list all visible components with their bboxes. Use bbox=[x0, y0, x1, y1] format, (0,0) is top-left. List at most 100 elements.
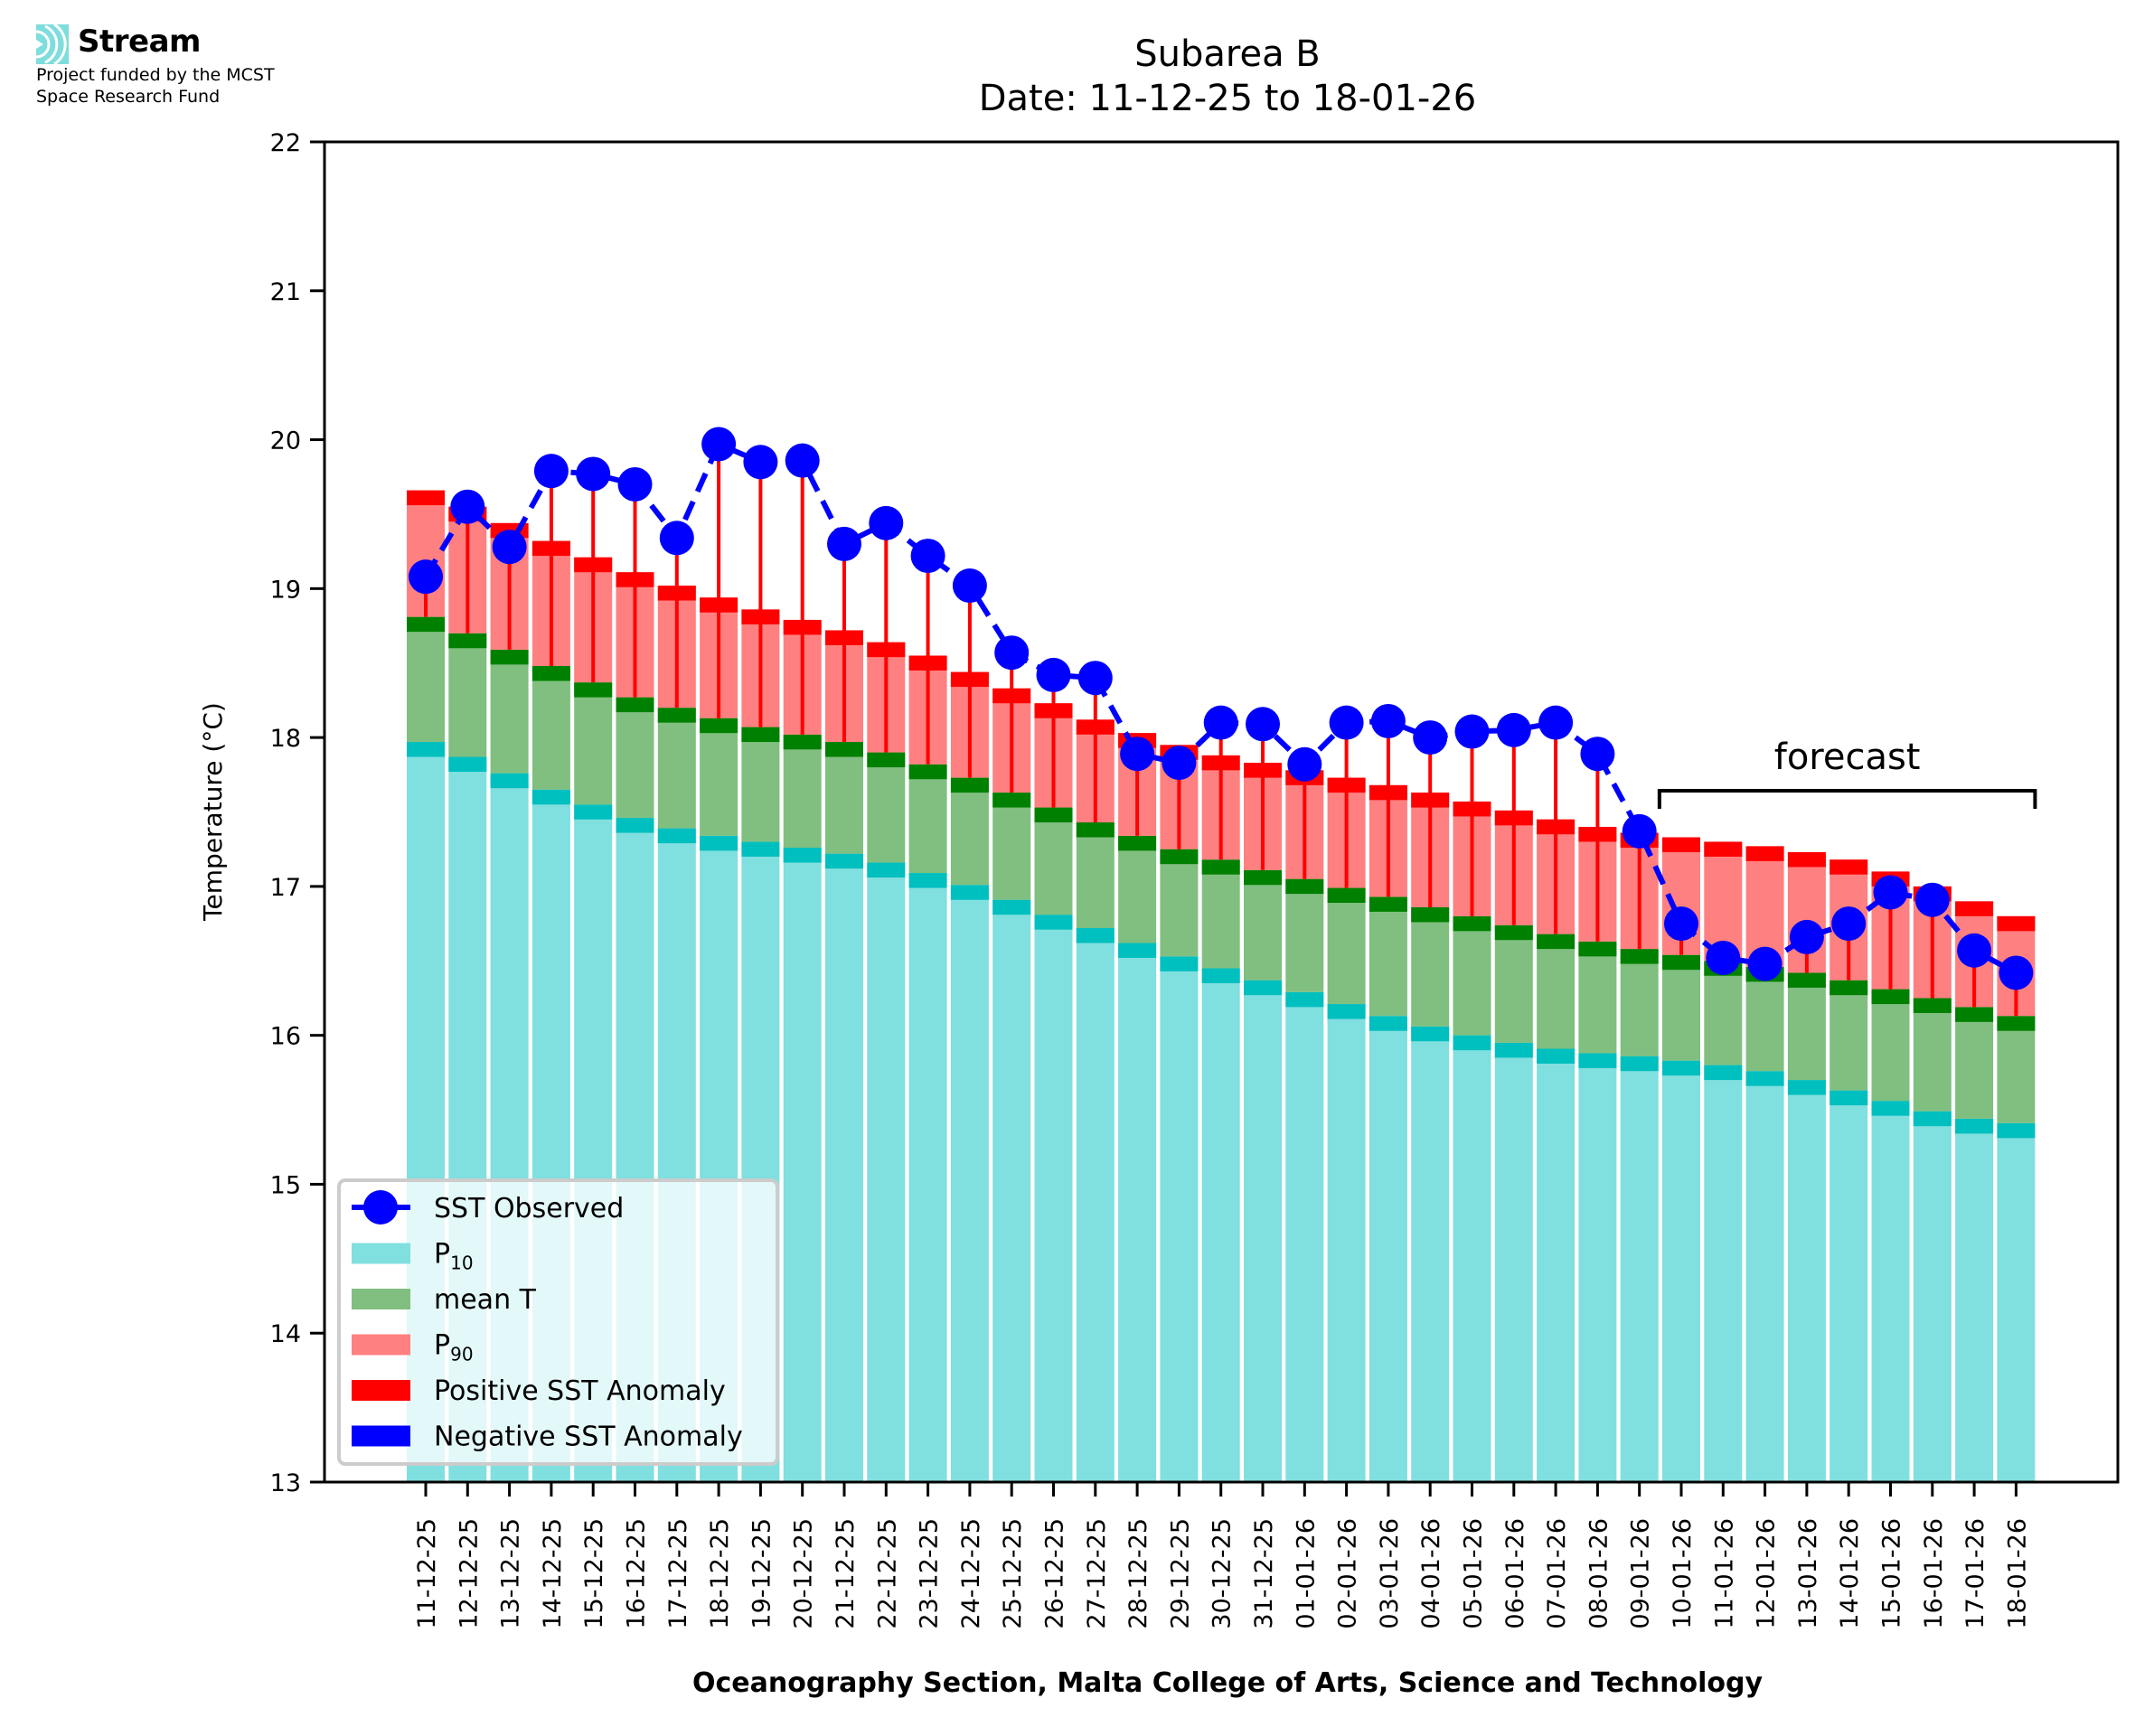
x-tick-label: 08-01-26 bbox=[1585, 1518, 1613, 1629]
p10-bar bbox=[1913, 1111, 1952, 1482]
sst-observed-point bbox=[1706, 940, 1741, 975]
mean-bar bbox=[1369, 896, 1407, 1017]
sst-observed-point bbox=[827, 526, 861, 561]
mean-top-band bbox=[1537, 934, 1576, 950]
sst-observed-point bbox=[1413, 720, 1448, 755]
mean-bar bbox=[1076, 822, 1115, 929]
p10-bar bbox=[1201, 968, 1240, 1482]
mean-top-band bbox=[908, 764, 947, 780]
sst-observed-point bbox=[1287, 746, 1322, 782]
p10-bar bbox=[1829, 1090, 1868, 1482]
sst-observed-point bbox=[785, 443, 820, 478]
y-tick-label: 19 bbox=[270, 576, 301, 604]
p10-bar bbox=[1327, 1004, 1366, 1482]
mean-top-band bbox=[1787, 972, 1826, 988]
p10-bar bbox=[1034, 915, 1073, 1482]
p10-top-band bbox=[867, 862, 906, 878]
p10-bar bbox=[1704, 1065, 1743, 1482]
bars-layer bbox=[407, 490, 2036, 1482]
legend-label: mean T bbox=[434, 1284, 537, 1316]
p10-bar bbox=[1787, 1080, 1826, 1482]
sst-observed-point bbox=[1580, 737, 1615, 772]
y-tick-label: 13 bbox=[270, 1469, 301, 1497]
sst-observed-point bbox=[743, 445, 778, 480]
mean-top-band bbox=[531, 666, 570, 681]
sst-observed-point bbox=[910, 539, 945, 574]
x-tick-label: 15-01-26 bbox=[1878, 1518, 1906, 1629]
x-tick-label: 27-12-25 bbox=[1083, 1518, 1111, 1629]
p10-bar bbox=[1369, 1016, 1407, 1482]
x-tick-label: 26-12-25 bbox=[1041, 1518, 1069, 1629]
p10-top-band bbox=[1453, 1035, 1491, 1051]
x-tick-label: 20-12-25 bbox=[790, 1518, 818, 1629]
forecast-annotation: forecast bbox=[1657, 737, 2037, 809]
mean-bar bbox=[1285, 878, 1324, 992]
p90-top-band bbox=[407, 490, 445, 506]
p10-top-band bbox=[407, 742, 445, 757]
sst-observed-point bbox=[1370, 703, 1406, 738]
x-tick-label: 14-12-25 bbox=[539, 1518, 567, 1629]
sst-observed-point bbox=[1999, 955, 2034, 990]
y-tick-label: 16 bbox=[270, 1023, 301, 1051]
p10-bar bbox=[1494, 1042, 1533, 1482]
sst-observed-point bbox=[952, 568, 987, 604]
x-tick-label: 18-01-26 bbox=[2003, 1518, 2031, 1629]
mean-top-band bbox=[1871, 989, 1910, 1005]
mean-top-band bbox=[950, 777, 989, 793]
p90-top-band bbox=[1662, 837, 1700, 852]
x-tick-label: 09-01-26 bbox=[1627, 1518, 1655, 1629]
p10-top-band bbox=[1369, 1016, 1407, 1031]
brand-name: Stream bbox=[78, 23, 201, 60]
x-axis-label: Oceanography Section, Malta College of A… bbox=[692, 1667, 1764, 1699]
x-tick-label: 22-12-25 bbox=[873, 1518, 901, 1629]
mean-bar bbox=[700, 718, 738, 836]
sst-observed-point bbox=[1036, 657, 1071, 692]
mean-top-band bbox=[1034, 807, 1073, 823]
x-tick-label: 17-01-26 bbox=[1961, 1518, 1989, 1629]
p10-top-band bbox=[1871, 1101, 1910, 1116]
sst-observed-point bbox=[1077, 661, 1113, 696]
mean-top-band bbox=[490, 649, 529, 665]
p10-top-band bbox=[1201, 968, 1240, 983]
p10-top-band bbox=[992, 899, 1031, 915]
mean-bar bbox=[1704, 961, 1743, 1065]
x-tick-label: 17-12-25 bbox=[664, 1518, 692, 1629]
x-tick-label: 19-12-25 bbox=[748, 1518, 776, 1629]
x-tick-label: 01-01-26 bbox=[1292, 1518, 1320, 1629]
p10-top-band bbox=[1829, 1090, 1868, 1106]
sst-observed-point bbox=[533, 454, 569, 489]
p10-top-band bbox=[1913, 1111, 1952, 1127]
legend-swatch bbox=[352, 1380, 410, 1401]
p10-top-band bbox=[908, 873, 947, 888]
legend-label: Positive SST Anomaly bbox=[434, 1375, 726, 1407]
mean-bar bbox=[1997, 1016, 2036, 1123]
mean-top-band bbox=[407, 616, 445, 633]
mean-bar bbox=[992, 793, 1031, 900]
mean-top-band bbox=[574, 682, 613, 698]
x-tick-label: 03-01-26 bbox=[1376, 1518, 1404, 1629]
p10-top-band bbox=[700, 835, 738, 851]
chart-title: Subarea B bbox=[1134, 33, 1321, 75]
x-tick-label: 13-12-25 bbox=[497, 1518, 525, 1629]
mean-top-band bbox=[1076, 822, 1115, 838]
p10-top-band bbox=[1997, 1122, 2036, 1139]
funding-line-1: Project funded by the MCST bbox=[36, 65, 275, 85]
sst-observed-point bbox=[1789, 919, 1824, 954]
y-tick-label: 15 bbox=[270, 1171, 301, 1199]
sst-observed-point bbox=[701, 427, 737, 462]
mean-top-band bbox=[1118, 835, 1157, 851]
p10-bar bbox=[1244, 980, 1282, 1482]
mean-top-band bbox=[1160, 849, 1199, 865]
p10-top-band bbox=[825, 853, 863, 869]
p10-bar bbox=[1285, 991, 1324, 1482]
p10-bar bbox=[950, 885, 989, 1482]
p10-bar bbox=[1076, 928, 1115, 1482]
p10-top-band bbox=[1955, 1118, 1994, 1134]
mean-bar bbox=[1453, 915, 1491, 1036]
p10-top-band bbox=[1494, 1042, 1533, 1058]
p10-bar bbox=[1745, 1071, 1784, 1482]
x-tick-label: 12-12-25 bbox=[455, 1518, 483, 1629]
mean-top-band bbox=[1411, 906, 1450, 923]
x-tick-label: 06-01-26 bbox=[1501, 1518, 1529, 1629]
